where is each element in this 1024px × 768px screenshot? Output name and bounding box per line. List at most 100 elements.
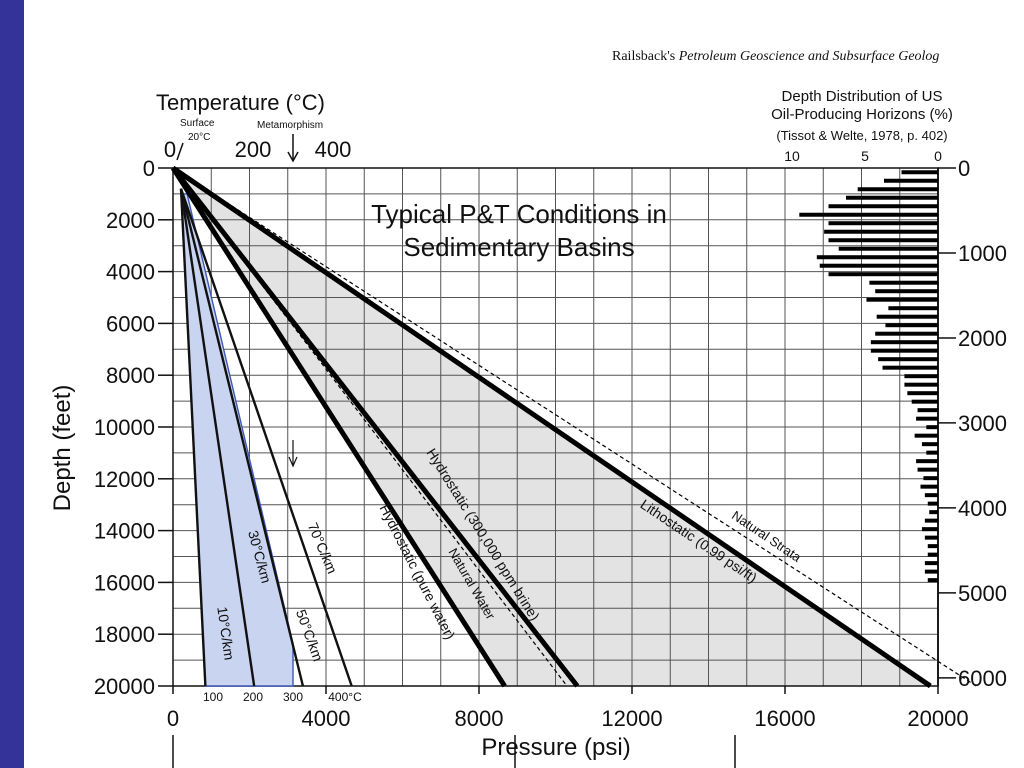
credit-title: Petroleum Geoscience and Subsurface Geol… xyxy=(678,49,940,64)
x-tick-label: 0 xyxy=(167,706,179,731)
surface-pointer xyxy=(176,142,184,161)
temp-tick-label: 400 xyxy=(315,137,352,162)
dist-bar xyxy=(866,297,938,302)
dist-bar xyxy=(904,382,938,387)
metamorphism-arrow-head xyxy=(287,151,299,163)
dist-bar xyxy=(828,272,938,277)
dist-bar xyxy=(924,518,938,523)
y-tick-label: 10000 xyxy=(94,415,155,440)
dist-depth-label: 3000 xyxy=(958,411,1007,436)
dist-title-line-1: Depth Distribution of US xyxy=(782,88,943,105)
pressure-series-line xyxy=(171,166,580,688)
dist-depth-label: 5000 xyxy=(958,581,1007,606)
dist-depth-label: 2000 xyxy=(958,326,1007,351)
dist-bar xyxy=(904,374,938,379)
dist-bar xyxy=(927,501,938,506)
dist-depth-label: 1000 xyxy=(958,241,1007,266)
dist-bar xyxy=(907,391,938,396)
dist-title-line-2: Oil-Producing Horizons (%) xyxy=(771,106,953,123)
x-tick-label: 12000 xyxy=(601,706,662,731)
label-geo-10: 10°C/km xyxy=(214,606,237,662)
dist-bar xyxy=(816,255,938,260)
metamorphism-label: Metamorphism xyxy=(257,120,323,131)
temp-tick-label: 0 xyxy=(164,137,176,162)
dist-bar xyxy=(875,331,938,336)
y-tick-label: 4000 xyxy=(106,260,155,285)
x-tick-label: 20000 xyxy=(907,706,968,731)
dist-bar xyxy=(838,246,938,251)
dist-bar xyxy=(924,493,938,498)
dist-bar xyxy=(799,212,938,217)
dist-bar xyxy=(846,195,938,200)
metamorphism-depth-arrow-head xyxy=(288,456,298,468)
y-tick-label: 20000 xyxy=(94,674,155,699)
y-tick-label: 14000 xyxy=(94,519,155,544)
dist-tick-label: 5 xyxy=(861,148,869,164)
x-axis-label: Pressure (psi) xyxy=(481,734,630,761)
dist-bar xyxy=(920,484,938,489)
temp-bottom-tick-label: 200 xyxy=(243,690,263,704)
dist-bar xyxy=(917,467,938,472)
dist-bar xyxy=(857,187,938,192)
y-tick-label: 6000 xyxy=(106,311,155,336)
dist-bar xyxy=(901,170,938,175)
dist-bar xyxy=(916,459,938,464)
y-tick-label: 12000 xyxy=(94,467,155,492)
dist-bar xyxy=(819,263,938,268)
y-tick-label: 8000 xyxy=(106,363,155,388)
y-tick-label: 0 xyxy=(143,156,155,181)
pressure-series-line xyxy=(170,166,507,688)
dist-bar xyxy=(926,450,938,455)
temp-bottom-tick-label: 400°C xyxy=(328,690,362,704)
chart-title: Typical P&T Conditions in Sedimentary Ba… xyxy=(371,199,667,262)
temperature-axis-labels: Temperature (°C) Surface 20°C Metamorphi… xyxy=(156,90,325,143)
temp-tick-label: 200 xyxy=(235,137,272,162)
dist-bar xyxy=(921,442,938,447)
x-tick-label: 16000 xyxy=(754,706,815,731)
pressure-series-line xyxy=(171,165,932,689)
label-geo-50: 50°C/km xyxy=(293,607,326,663)
geotherm-line xyxy=(179,188,305,687)
distribution-header: Depth Distribution of US Oil-Producing H… xyxy=(771,88,953,143)
y-axis-label: Depth (feet) xyxy=(49,385,76,512)
dist-bar xyxy=(828,204,938,209)
dist-bar xyxy=(876,314,938,319)
dist-bar xyxy=(924,569,938,574)
geotherm-line xyxy=(179,188,207,687)
dist-bar xyxy=(921,527,938,532)
dist-depth-label: 6000 xyxy=(958,666,1007,691)
dist-bar xyxy=(914,433,938,438)
dist-bar xyxy=(888,306,938,311)
dist-bar xyxy=(885,323,938,328)
dist-bar xyxy=(869,280,938,285)
temp-axis-label: Temperature (°C) xyxy=(156,90,325,115)
dist-bar xyxy=(883,178,938,183)
dist-bar xyxy=(927,552,938,557)
dist-bar xyxy=(927,578,938,583)
dist-bar xyxy=(917,408,938,413)
dist-bar xyxy=(828,238,938,243)
dist-bar xyxy=(924,535,938,540)
x-tick-label: 4000 xyxy=(302,706,351,731)
dist-bar xyxy=(927,544,938,549)
credit-prefix: Railsback's xyxy=(612,49,679,64)
dist-depth-label: 4000 xyxy=(958,496,1007,521)
pressure-series-line xyxy=(172,167,977,687)
geotherm-line xyxy=(179,188,353,687)
dist-tick-label: 0 xyxy=(934,148,942,164)
dist-bar xyxy=(924,561,938,566)
slide-credit: Railsback's Petroleum Geoscience and Sub… xyxy=(612,49,1024,65)
y-tick-label: 2000 xyxy=(106,208,155,233)
surface-temp-label: 20°C xyxy=(188,132,210,143)
surface-label: Surface xyxy=(180,118,215,129)
dist-bar xyxy=(828,221,938,226)
dist-bar xyxy=(923,476,938,481)
dist-bar xyxy=(824,229,938,234)
dist-source: (Tissot & Welte, 1978, p. 402) xyxy=(776,128,947,143)
dist-tick-label: 10 xyxy=(784,148,800,164)
geotherm-line xyxy=(179,188,256,687)
y-tick-label: 16000 xyxy=(94,570,155,595)
temp-bottom-tick-label: 300 xyxy=(283,690,303,704)
dist-bar xyxy=(916,416,938,421)
